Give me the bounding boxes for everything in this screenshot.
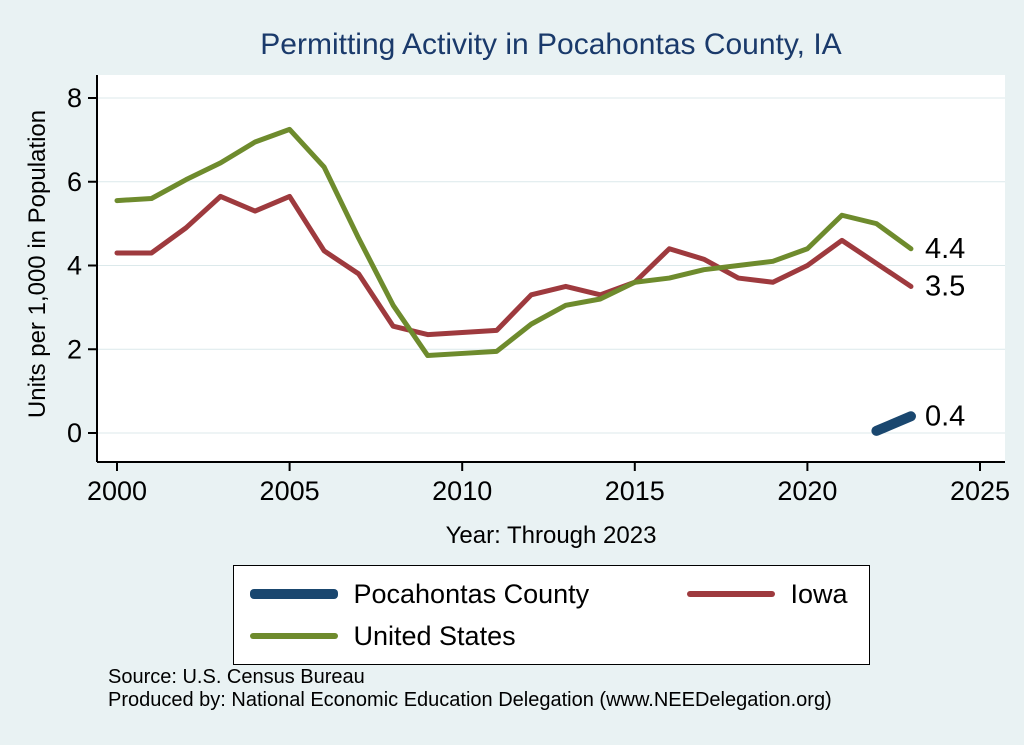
legend-label-iowa: Iowa [790,578,848,609]
legend-label-pocahontas-county: Pocahontas County [353,578,590,609]
series-line-pocahontas-county [871,411,916,436]
legend-label-united-states: United States [353,620,516,651]
series-line-united-states [114,126,914,359]
legend: Pocahontas County Iowa United States [232,565,870,665]
series-line-iowa [114,193,914,338]
legend-swatch-united-states [249,633,338,639]
source-line: Source: U.S. Census Bureau [108,666,365,688]
source-note: Source: U.S. Census Bureau Produced by: … [108,666,832,712]
produced-line: Produced by: National Economic Education… [108,689,832,711]
legend-container: Pocahontas County Iowa United States [97,565,1005,665]
end-label-pocahontas-county: 0.4 [925,400,965,432]
x-tick-label-2005: 2005 [260,476,320,506]
legend-item-pocahontas-county: Pocahontas County [249,574,687,614]
y-tick-label-4: 4 [67,251,82,281]
x-tick-label-2025: 2025 [950,476,1010,506]
legend-item-iowa: Iowa [686,574,869,614]
y-tick-label-8: 8 [67,83,82,113]
legend-swatch-pocahontas-county [249,589,338,599]
x-tick-label-2015: 2015 [605,476,665,506]
x-axis-label: Year: Through 2023 [445,522,657,549]
y-tick-label-6: 6 [67,167,82,197]
plot-background [97,75,1005,462]
x-tick-label-2020: 2020 [777,476,837,506]
legend-swatch-iowa [686,591,775,597]
x-tick-label-2000: 2000 [87,476,147,506]
chart-title: Permitting Activity in Pocahontas County… [260,28,842,61]
legend-item-united-states: United States [249,616,687,656]
end-label-iowa: 3.5 [925,270,965,302]
end-label-united-states: 4.4 [925,233,965,265]
y-tick-label-0: 0 [67,418,82,448]
plot-area: 2000 2005 2010 2015 2020 2025 0 2 4 6 8 0.4 3.5 4.4 [67,75,1010,506]
y-tick-label-2: 2 [67,334,82,364]
x-tick-label-2010: 2010 [432,476,492,506]
